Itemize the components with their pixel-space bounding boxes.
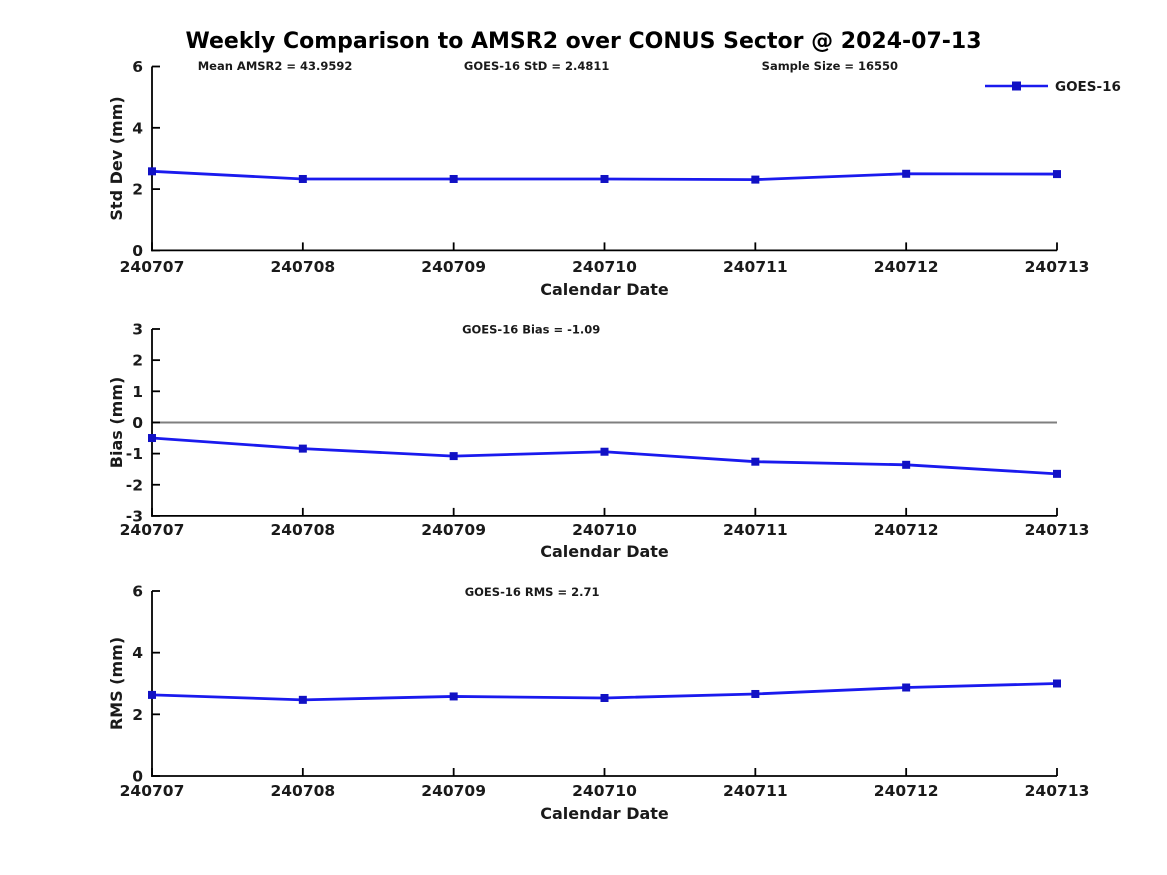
x-tick-label: 240712 [874,782,939,800]
data-marker [902,169,911,178]
y-tick-label: 0 [132,242,143,260]
y-tick-label: 3 [132,321,143,339]
annotation: GOES-16 RMS = 2.71 [465,585,600,599]
data-marker [148,434,156,443]
x-tick-label: 240710 [572,258,637,276]
data-marker [449,452,458,461]
data-marker [751,689,760,698]
y-axis-label: Bias (mm) [107,377,126,469]
legend-label: GOES-16 [1055,79,1121,95]
x-axis-label: Calendar Date [540,280,669,299]
y-axis-label: RMS (mm) [107,637,126,730]
data-marker [751,457,760,466]
x-tick-label: 240712 [874,521,939,539]
x-tick-label: 240707 [120,521,185,539]
data-marker [449,692,458,701]
y-tick-label: -3 [126,507,143,525]
data-marker [600,447,609,456]
data-marker [1053,170,1061,179]
annotation: GOES-16 Bias = -1.09 [462,323,600,337]
x-tick-label: 240709 [421,521,486,539]
data-marker [1053,679,1061,688]
data-marker [449,174,458,183]
x-tick-label: 240713 [1025,258,1090,276]
x-tick-label: 240711 [723,782,788,800]
x-axis-label: Calendar Date [540,542,669,561]
y-tick-label: 2 [132,181,143,199]
rms-chart: 0 2 4 6 240707 240708 240709 240710 240711 240712… [107,583,1089,823]
x-tick-label: 240709 [421,782,486,800]
y-tick-label: -2 [126,476,143,494]
x-tick-label: 240709 [421,258,486,276]
data-marker [902,460,911,469]
y-axis-label: Std Dev (mm) [107,96,126,220]
figure-title: Weekly Comparison to AMSR2 over CONUS Se… [185,29,982,54]
data-marker [298,174,307,183]
y-tick-label: 2 [132,352,143,370]
y-tick-label: 0 [132,768,143,786]
x-tick-label: 240707 [120,782,185,800]
y-tick-label: 0 [132,414,143,432]
data-marker [600,174,609,183]
y-tick-label: -1 [126,445,143,463]
y-tick-label: 1 [132,383,143,401]
data-marker [902,683,911,692]
data-marker [148,690,156,699]
data-marker [1053,469,1061,478]
x-tick-label: 240712 [874,258,939,276]
annotation: GOES-16 StD = 2.4811 [464,59,609,73]
x-tick-label: 240711 [723,521,788,539]
x-tick-label: 240707 [120,258,185,276]
data-marker [148,167,156,176]
x-tick-label: 240708 [270,521,335,539]
y-tick-label: 2 [132,706,143,724]
data-marker [600,693,609,702]
y-tick-label: 4 [132,119,143,137]
x-tick-label: 240708 [270,782,335,800]
y-tick-label: 4 [132,644,143,662]
x-axis-label: Calendar Date [540,804,669,823]
x-tick-label: 240713 [1025,521,1090,539]
stddev-chart: 0 2 4 6 240707 240708 240709 240710 240711 240712… [107,58,1121,299]
annotation: Mean AMSR2 = 43.9592 [198,59,353,73]
x-tick-label: 240708 [270,258,335,276]
y-tick-label: 6 [132,583,143,601]
data-marker [298,695,307,704]
data-marker [298,444,307,453]
x-tick-label: 240713 [1025,782,1090,800]
annotation: Sample Size = 16550 [762,59,898,73]
legend: GOES-16 [985,79,1121,95]
x-tick-label: 240710 [572,521,637,539]
data-line [151,436,1058,476]
x-tick-label: 240711 [723,258,788,276]
x-tick-label: 240710 [572,782,637,800]
legend-marker [1012,81,1021,91]
data-marker [751,175,760,184]
y-tick-label: 6 [132,58,143,76]
